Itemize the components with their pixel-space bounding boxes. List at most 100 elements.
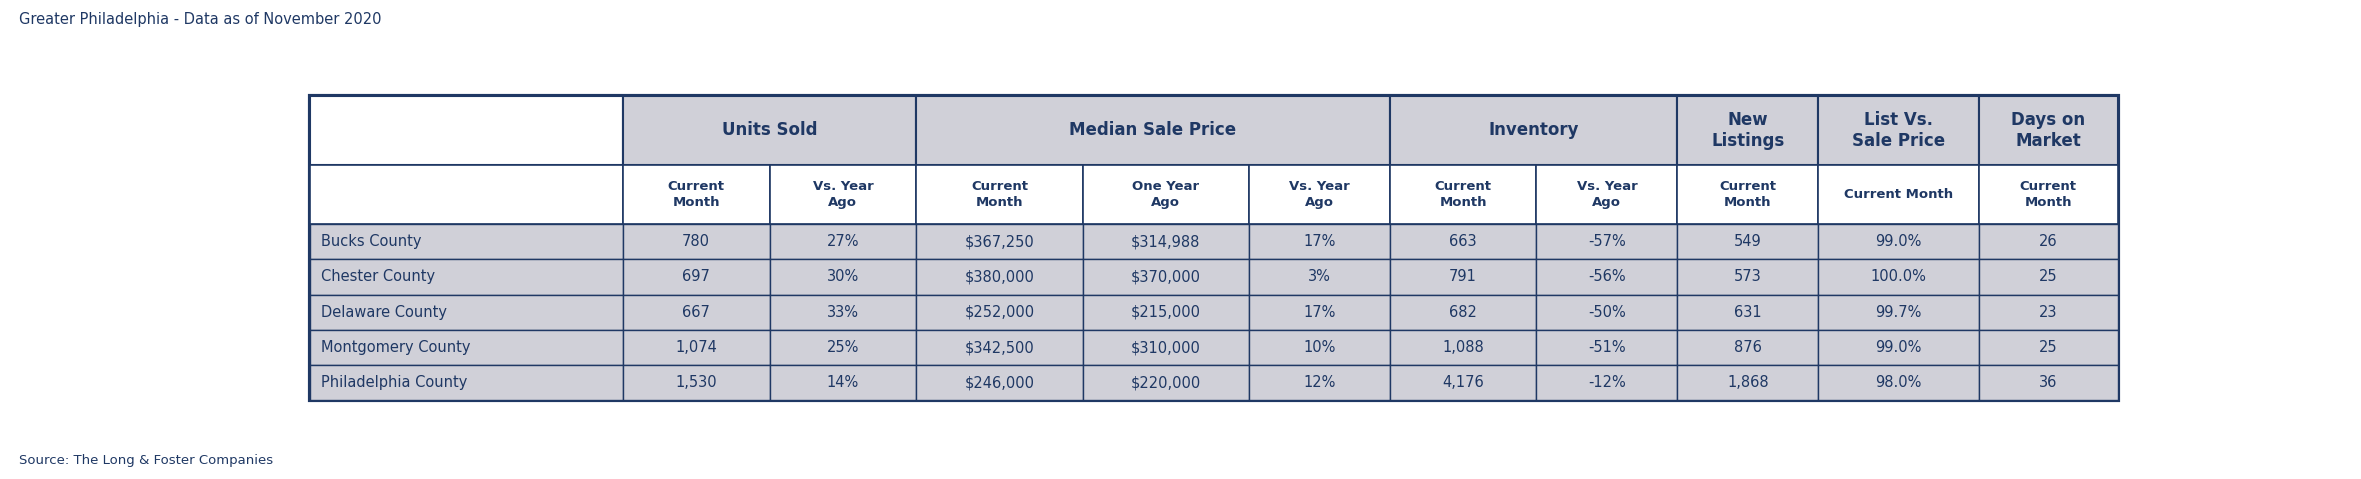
Bar — [1249, 224, 1391, 259]
Bar — [309, 165, 623, 224]
Text: 17%: 17% — [1303, 234, 1336, 249]
Text: Days on
Market: Days on Market — [2012, 111, 2085, 150]
Bar — [316, 97, 2113, 399]
Bar — [916, 96, 1391, 165]
Bar — [1391, 295, 1537, 330]
Bar — [623, 224, 770, 259]
Text: 667: 667 — [682, 305, 711, 320]
Text: $252,000: $252,000 — [963, 305, 1034, 320]
Text: 1,868: 1,868 — [1726, 376, 1768, 390]
Bar — [1084, 365, 1249, 400]
Bar — [1391, 259, 1537, 295]
Bar — [1818, 365, 1979, 400]
Bar — [1818, 96, 1979, 165]
Text: 17%: 17% — [1303, 305, 1336, 320]
Text: 4,176: 4,176 — [1443, 376, 1485, 390]
Bar — [1979, 295, 2118, 330]
Bar — [1676, 96, 1818, 165]
Bar — [1084, 165, 1249, 224]
Text: 98.0%: 98.0% — [1875, 376, 1922, 390]
Text: $370,000: $370,000 — [1131, 270, 1202, 285]
Bar — [1391, 365, 1537, 400]
Text: -50%: -50% — [1589, 305, 1627, 320]
Text: 25: 25 — [2040, 340, 2056, 355]
Text: Current
Month: Current Month — [970, 180, 1027, 208]
Bar — [623, 295, 770, 330]
Bar — [916, 259, 1084, 295]
Text: Vs. Year
Ago: Vs. Year Ago — [1289, 180, 1350, 208]
Bar — [1391, 96, 1676, 165]
Bar — [1676, 224, 1818, 259]
Text: $215,000: $215,000 — [1131, 305, 1202, 320]
Bar — [1979, 259, 2118, 295]
Text: 33%: 33% — [826, 305, 859, 320]
Text: 549: 549 — [1733, 234, 1761, 249]
Bar — [309, 365, 623, 400]
Text: $380,000: $380,000 — [966, 270, 1034, 285]
Bar — [1979, 224, 2118, 259]
Bar — [770, 365, 916, 400]
Text: Current
Month: Current Month — [668, 180, 725, 208]
Text: 1,074: 1,074 — [675, 340, 718, 355]
Text: 100.0%: 100.0% — [1870, 270, 1927, 285]
Bar — [916, 330, 1084, 365]
Text: 99.0%: 99.0% — [1875, 340, 1922, 355]
Text: Current
Month: Current Month — [1435, 180, 1492, 208]
Bar — [1249, 295, 1391, 330]
Bar — [623, 365, 770, 400]
Bar — [1818, 330, 1979, 365]
Text: 26: 26 — [2040, 234, 2056, 249]
Bar — [916, 224, 1084, 259]
Bar — [1979, 330, 2118, 365]
Text: 697: 697 — [682, 270, 711, 285]
Text: $342,500: $342,500 — [966, 340, 1034, 355]
Bar — [916, 365, 1084, 400]
Text: $314,988: $314,988 — [1131, 234, 1199, 249]
Bar — [623, 165, 770, 224]
Bar — [1818, 224, 1979, 259]
Bar — [1084, 330, 1249, 365]
Bar — [1391, 330, 1537, 365]
Bar — [309, 224, 623, 259]
Text: 36: 36 — [2040, 376, 2056, 390]
Bar — [1391, 165, 1537, 224]
Text: Current
Month: Current Month — [2019, 180, 2078, 208]
Text: 14%: 14% — [826, 376, 859, 390]
Bar — [1084, 295, 1249, 330]
Bar — [770, 224, 916, 259]
Bar — [1818, 165, 1979, 224]
Text: -12%: -12% — [1589, 376, 1627, 390]
Bar — [309, 295, 623, 330]
Bar — [1818, 295, 1979, 330]
Bar — [1676, 330, 1818, 365]
Text: One Year
Ago: One Year Ago — [1133, 180, 1199, 208]
Text: 27%: 27% — [826, 234, 859, 249]
Bar — [623, 259, 770, 295]
Text: 573: 573 — [1733, 270, 1761, 285]
Bar — [1676, 295, 1818, 330]
Bar — [770, 165, 916, 224]
Text: 99.7%: 99.7% — [1875, 305, 1922, 320]
Text: Median Sale Price: Median Sale Price — [1070, 122, 1237, 139]
Bar — [1537, 365, 1676, 400]
Text: 30%: 30% — [826, 270, 859, 285]
Text: -56%: -56% — [1589, 270, 1627, 285]
Text: Current Month: Current Month — [1844, 188, 1953, 201]
Bar — [623, 330, 770, 365]
Bar — [1979, 165, 2118, 224]
Bar — [1249, 365, 1391, 400]
Bar — [1676, 259, 1818, 295]
Text: Inventory: Inventory — [1487, 122, 1580, 139]
Text: Vs. Year
Ago: Vs. Year Ago — [812, 180, 874, 208]
Text: 25: 25 — [2040, 270, 2056, 285]
Bar — [916, 165, 1084, 224]
Bar — [770, 259, 916, 295]
Bar — [1084, 224, 1249, 259]
Text: Delaware County: Delaware County — [321, 305, 446, 320]
Text: 3%: 3% — [1308, 270, 1332, 285]
Bar — [1537, 224, 1676, 259]
Bar — [309, 96, 623, 165]
Bar — [623, 96, 916, 165]
Bar — [1979, 96, 2118, 165]
Bar — [1249, 165, 1391, 224]
